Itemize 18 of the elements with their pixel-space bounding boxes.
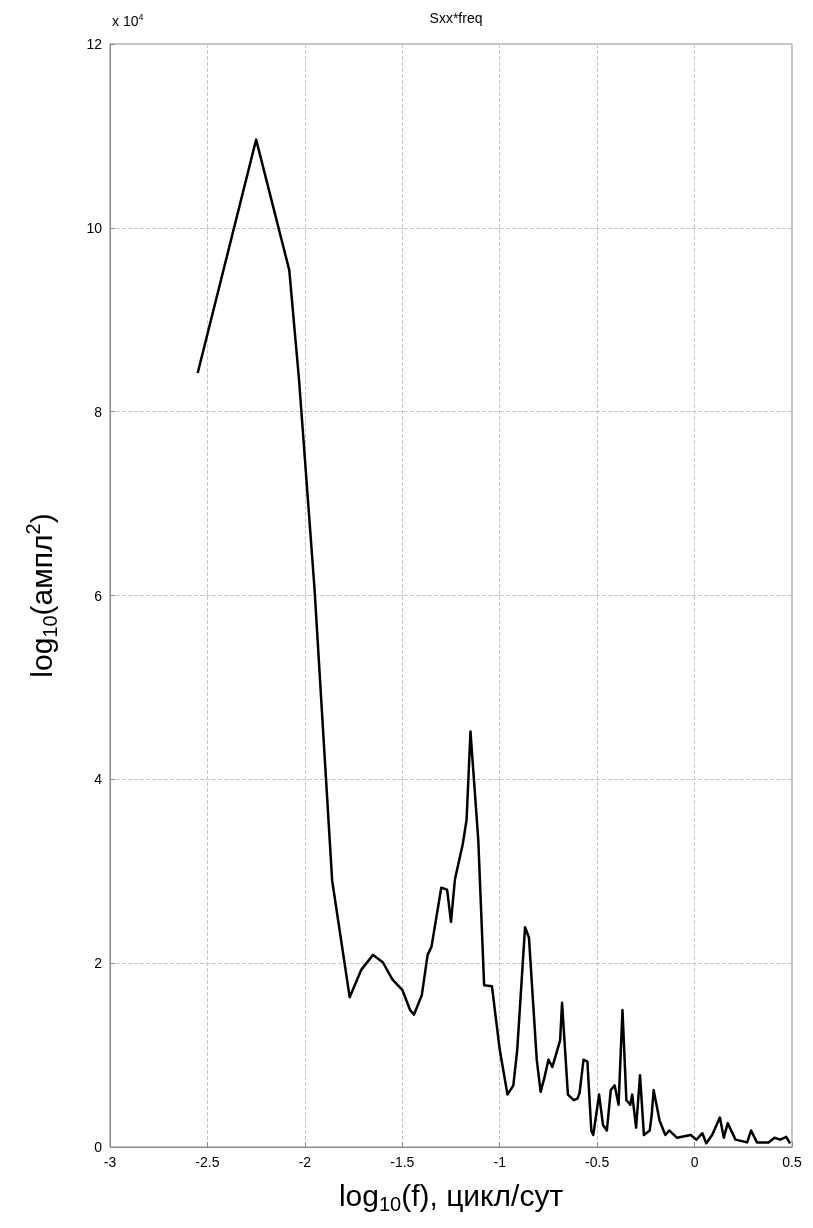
y-tick-label: 0 <box>94 1139 103 1155</box>
y-tick-label: 6 <box>94 587 103 604</box>
y-tick-label: 12 <box>86 36 103 52</box>
x-tick-label: -2 <box>298 1154 312 1170</box>
y-tick-label: 2 <box>94 955 103 972</box>
x-tick-label: -0.5 <box>585 1154 610 1170</box>
x-tick-label: 0 <box>690 1154 699 1170</box>
x-tick-label: -1.5 <box>390 1154 415 1170</box>
y-tick-label: 4 <box>94 771 103 788</box>
y-tick-label: 8 <box>94 403 103 420</box>
y-axis-title: log10(ампл2) <box>22 513 61 678</box>
x-tick-label: -1 <box>493 1154 507 1170</box>
y-tick-label: 10 <box>86 219 103 236</box>
chart-title: Sxx*freq <box>429 10 483 26</box>
line-series <box>196 138 792 1145</box>
x-tick-label: -2.5 <box>195 1154 220 1170</box>
x-tick-label: -3 <box>103 1154 117 1170</box>
x-tick-label: 0.5 <box>782 1154 802 1170</box>
